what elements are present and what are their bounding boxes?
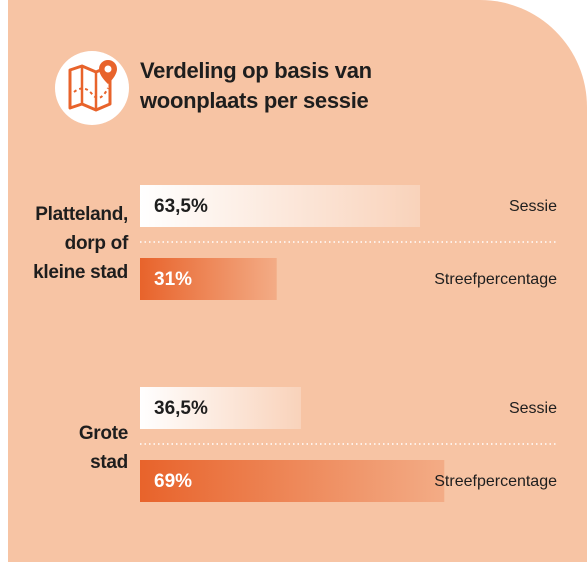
series-label: Sessie: [509, 400, 557, 417]
category-label: Grote stad: [78, 423, 128, 473]
series-label: Sessie: [509, 198, 557, 215]
bar: [140, 185, 421, 227]
bar: [140, 258, 277, 300]
value-label: 36,5%: [154, 398, 208, 419]
series-label: Streefpercentage: [434, 271, 557, 288]
value-label: 63,5%: [154, 196, 208, 217]
value-label: 69%: [154, 471, 192, 492]
value-label: 31%: [154, 269, 192, 290]
series-label: Streefpercentage: [434, 473, 557, 490]
bar: [140, 387, 301, 429]
icon: [55, 51, 129, 125]
bar: [140, 460, 445, 502]
chart-title: Verdeling op basis van woonplaats per se…: [140, 58, 372, 113]
category-label: Platteland, dorp of kleine stad: [33, 204, 128, 283]
